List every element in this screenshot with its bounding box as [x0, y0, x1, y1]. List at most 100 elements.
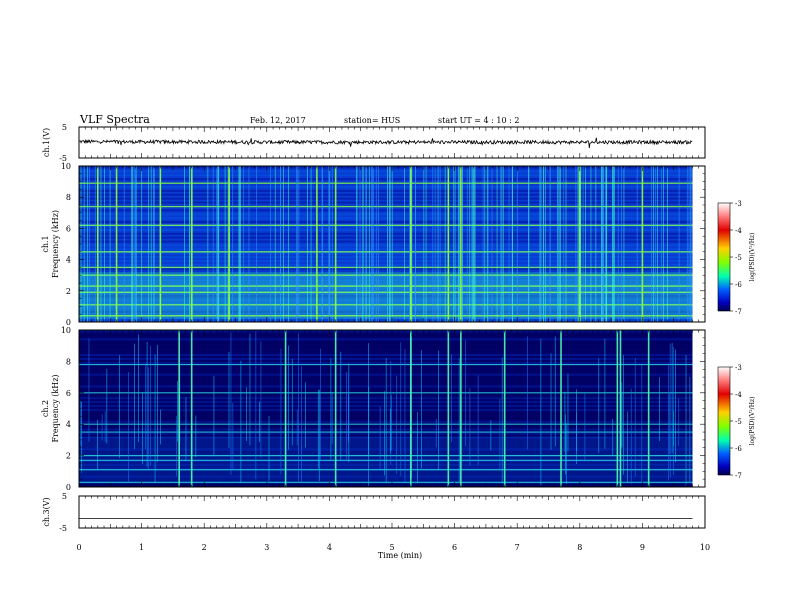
ch1-spectrogram-texture-band [79, 193, 693, 196]
time-tick-label: 0 [76, 543, 81, 552]
ch2-spectrogram-texture-band [79, 436, 693, 439]
ch2-spectrogram-texture-band [79, 334, 693, 337]
ch1-spectrogram-texture-band [79, 185, 693, 188]
ch1-spectrogram-colorbar-tick-label: -5 [735, 254, 742, 262]
ch3-waveform-ytick-label: 5 [62, 492, 67, 501]
ch1-spectrogram-texture-band [79, 228, 693, 231]
ch1-spectrogram-texture-band [79, 248, 693, 251]
colorbars: -3 -4 -5 -6 -7 log(PSD)(V²/Hz) -3 -4 -5 -6 -7 log(P… [717, 200, 756, 480]
ch1-spectrogram-texture-band [79, 302, 693, 305]
ch2-spectrogram-panel: 0 2 4 6 8 10 ch.2Frequency (kHz) [41, 326, 706, 492]
ch2-spectrogram-ytick-label: 2 [66, 452, 71, 461]
ch1-spectrogram-texture-band [79, 209, 693, 212]
ch1-spectrogram-texture-band [79, 197, 693, 200]
ch2-spectrogram-texture-band [79, 377, 693, 380]
ch1-spectrogram-texture-band [79, 299, 693, 302]
ch2-spectrogram-texture-band [79, 448, 693, 451]
ch1-spectrogram-texture-band [79, 170, 693, 173]
ch1-spectrogram-colorbar [717, 202, 731, 312]
ch2-spectrogram-ylabel: ch.2Frequency (kHz) [41, 374, 60, 442]
ch1-spectrogram-colorbar-label: log(PSD)(V²/Hz) [749, 233, 756, 282]
ch1-spectrogram-colorbar-tick-label: -4 [735, 227, 742, 235]
ch2-spectrogram-texture-band [79, 432, 693, 435]
ch2-spectrogram-texture-band [79, 412, 693, 415]
ch1-spectrogram-ytick-label: 2 [66, 287, 71, 296]
ch1-spectrogram-texture-band [79, 217, 693, 220]
ch2-spectrogram-texture-band [79, 389, 693, 392]
ch1-waveform-ytick-label: 5 [62, 123, 67, 132]
time-tick-label: 4 [327, 543, 332, 552]
ch2-spectrogram-colorbar-tick-label: -7 [735, 472, 742, 480]
ch1-spectrogram-texture-band [79, 279, 693, 282]
time-tick-label: 10 [700, 543, 710, 552]
ch1-spectrogram-ytick-label: 10 [61, 162, 71, 171]
ch2-spectrogram-texture-band [79, 416, 693, 419]
ch1-spectrogram-texture-band [79, 306, 693, 309]
ch2-spectrogram-texture-band [79, 354, 693, 357]
ch2-spectrogram-texture-band [79, 424, 693, 427]
ch1-spectrogram-texture-band [79, 283, 693, 286]
ch2-spectrogram-ytick-label: 8 [66, 357, 71, 366]
ch2-spectrogram-ytick-label: 10 [61, 326, 71, 335]
ch1-spectrogram-texture-band [79, 201, 693, 204]
ch1-spectrogram-texture-band [79, 260, 693, 263]
ch1-spectrogram-panel: 0 2 4 6 8 10 ch.1Frequency (kHz) [41, 162, 706, 327]
ch2-spectrogram-texture-band [79, 342, 693, 345]
ch2-spectrogram-colorbar-tick-label: -4 [735, 391, 742, 399]
ch1-spectrogram-texture-band [79, 232, 693, 235]
ch1-spectrogram-ytick-label: 6 [66, 224, 71, 233]
ch1-spectrogram-low-freq-glow [79, 272, 693, 319]
ch2-spectrogram-texture-band [79, 365, 693, 368]
ch2-spectrogram-texture-band [79, 361, 693, 364]
ch2-spectrogram-texture-band [79, 357, 693, 360]
ch1-spectrogram-texture-band [79, 275, 693, 278]
ch1-spectrogram-ylabel: ch.1Frequency (kHz) [41, 210, 60, 278]
ch2-spectrogram-ylabel-line: Frequency (kHz) [51, 374, 60, 442]
ch1-spectrogram-texture-band [79, 244, 693, 247]
ch3-waveform-ytick-label: -5 [59, 524, 67, 533]
ch2-spectrogram-texture-band [79, 350, 693, 353]
ch1-spectrogram-texture-band [79, 252, 693, 255]
ch1-spectrogram-texture-band [79, 256, 693, 259]
ch2-spectrogram-texture-band [79, 373, 693, 376]
ch2-spectrogram-texture-band [79, 471, 693, 474]
ch2-spectrogram-texture-band [79, 346, 693, 349]
ch2-spectrogram-colorbar-tick-label: -3 [735, 364, 742, 372]
ch1-spectrogram-texture-band [79, 287, 693, 290]
ch2-spectrogram-colorbar-tick-label: -5 [735, 418, 742, 426]
ch2-spectrogram-texture-band [79, 401, 693, 404]
ch3-waveform-ylabel: ch.3(V) [42, 497, 51, 526]
ch2-spectrogram-ytick-label: 6 [66, 389, 71, 398]
ch1-spectrogram-texture-band [79, 310, 693, 313]
ch2-spectrogram-texture-band [79, 475, 693, 478]
figure-date: Feb. 12, 2017 [250, 116, 306, 125]
ch2-spectrogram-texture-band [79, 479, 693, 482]
ch2-spectrogram-ytick-label: 4 [66, 420, 71, 429]
ch2-spectrogram-texture-band [79, 338, 693, 341]
time-axis-label: Time (min) [378, 551, 422, 560]
ch1-spectrogram-colorbar-tick-label: -7 [735, 308, 742, 316]
ch1-spectrogram-ylabel-line: Frequency (kHz) [51, 210, 60, 278]
ch2-spectrogram-texture-band [79, 459, 693, 462]
start-time-label: start UT = 4 : 10 : 2 [438, 116, 519, 125]
ch2-spectrogram-texture-band [79, 463, 693, 466]
ch2-spectrogram-colorbar-label: log(PSD)(V²/Hz) [749, 397, 756, 446]
ch2-spectrogram-texture-band [79, 467, 693, 470]
ch1-spectrogram-texture-band [79, 236, 693, 239]
ch2-spectrogram-colorbar-tick-label: -6 [735, 445, 742, 453]
ch1-spectrogram-texture-band [79, 240, 693, 243]
ch2-spectrogram-texture-band [79, 393, 693, 396]
ch1-spectrogram-texture-band [79, 221, 693, 224]
ch2-spectrogram-texture-band [79, 408, 693, 411]
ch2-spectrogram-ylabel-line: ch.2 [41, 400, 50, 417]
ch2-spectrogram-texture-band [79, 440, 693, 443]
ch2-spectrogram-texture-band [79, 456, 693, 459]
ch1-spectrogram-colorbar-tick-label: -3 [735, 200, 742, 208]
ch1-waveform-trace [78, 137, 693, 149]
time-tick-label: 5 [389, 543, 394, 552]
ch2-spectrogram-texture-band [79, 397, 693, 400]
ch1-spectrogram-ytick-label: 4 [66, 256, 71, 265]
ch1-waveform-ytick-label: -5 [59, 154, 67, 163]
ch1-spectrogram-colorbar-tick-label: -6 [735, 281, 742, 289]
